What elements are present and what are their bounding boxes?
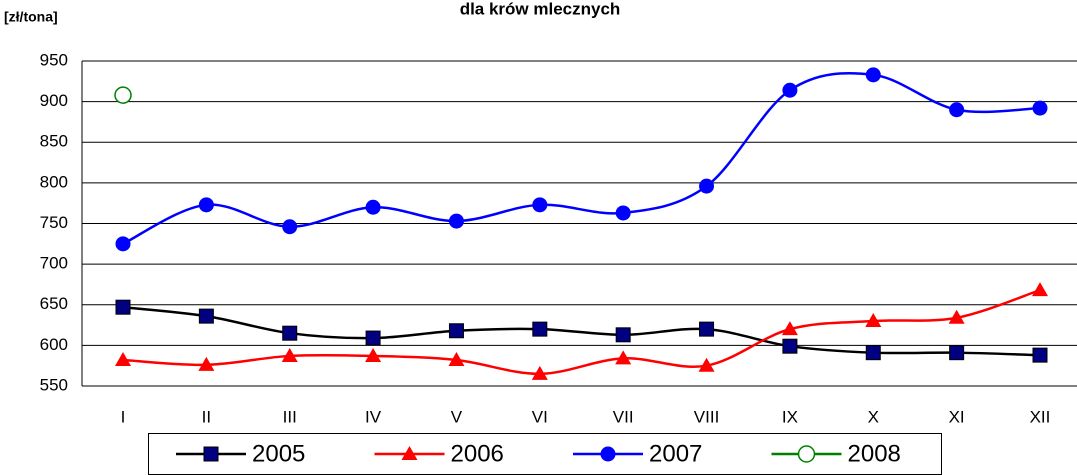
x-tick-label: V (451, 407, 463, 426)
marker (615, 350, 632, 365)
marker (531, 365, 548, 380)
marker (699, 321, 715, 337)
marker (365, 330, 381, 346)
marker (1032, 282, 1048, 297)
marker (865, 313, 882, 327)
x-tick-label: III (283, 407, 297, 426)
y-tick-label: 600 (40, 335, 68, 354)
legend-label: 2006 (451, 440, 504, 467)
x-tick-label: VIII (694, 407, 720, 426)
marker (782, 338, 798, 354)
series-line (122, 71, 1041, 245)
marker (114, 86, 132, 104)
y-tick-label: 700 (40, 254, 68, 273)
marker (115, 236, 131, 252)
marker (615, 327, 631, 343)
marker (115, 299, 131, 315)
marker (365, 347, 382, 362)
x-tick-label: I (121, 407, 126, 426)
marker (281, 347, 298, 362)
legend-item: 2008 (771, 440, 901, 467)
legend-label: 2005 (252, 440, 305, 467)
marker (532, 197, 548, 213)
marker (781, 321, 798, 336)
marker (615, 205, 631, 221)
y-tick-label: 800 (40, 172, 68, 191)
marker (782, 82, 798, 98)
marker (401, 446, 418, 460)
series-line (122, 288, 1041, 376)
marker (1032, 347, 1048, 363)
marker (949, 345, 965, 361)
marker (600, 446, 616, 462)
x-tick-label: XI (949, 407, 965, 426)
marker (699, 178, 715, 194)
y-tick-label: 900 (40, 91, 68, 110)
x-tick-label: VII (613, 407, 634, 426)
y-tick-label: 850 (40, 132, 68, 151)
legend-label: 2008 (848, 440, 901, 467)
y-tick-label: 550 (40, 375, 68, 394)
marker (282, 219, 298, 235)
y-tick-label: 950 (40, 50, 68, 69)
marker (115, 352, 131, 366)
marker (198, 197, 214, 213)
marker (1032, 100, 1048, 116)
marker (448, 352, 465, 366)
marker (865, 345, 881, 361)
marker (698, 357, 715, 372)
marker (865, 67, 881, 83)
chart-title: dla krów mlecznych (460, 0, 621, 18)
marker (797, 445, 816, 463)
marker (198, 308, 214, 324)
marker (949, 102, 965, 118)
marker (365, 199, 381, 215)
marker (203, 446, 219, 462)
y-axis-label: [zł/tona] (4, 9, 58, 25)
legend-label: 2007 (649, 440, 702, 467)
marker (532, 321, 548, 337)
series-line (122, 305, 1041, 357)
legend-item: 2007 (573, 440, 702, 467)
x-tick-label: XII (1030, 407, 1051, 426)
x-tick-label: VI (532, 407, 548, 426)
x-tick-label: IX (782, 407, 798, 426)
y-tick-label: 650 (40, 294, 68, 313)
x-tick-label: IV (365, 407, 382, 426)
marker (282, 325, 298, 341)
legend-item: 2006 (374, 440, 504, 467)
x-tick-label: X (868, 407, 879, 426)
marker (448, 213, 464, 229)
marker (948, 309, 965, 324)
marker (448, 323, 464, 339)
legend-item: 2005 (176, 440, 305, 467)
marker (198, 356, 215, 371)
x-tick-label: II (202, 407, 211, 426)
y-tick-label: 750 (40, 213, 68, 232)
